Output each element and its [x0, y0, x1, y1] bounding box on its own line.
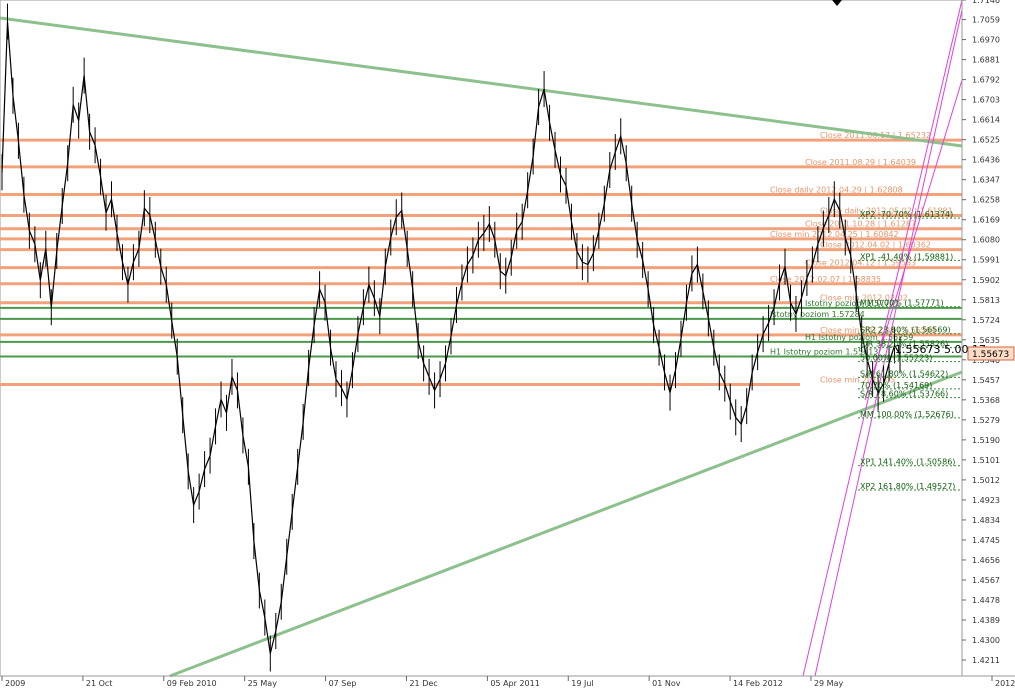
fib-label: MM 100.00% (1.52676)	[860, 410, 954, 419]
y-tick-label: 1.5190	[972, 436, 1000, 445]
scroll-marker-icon[interactable]	[832, 0, 842, 6]
y-tick-label: 1.4478	[972, 596, 1000, 605]
y-axis: 1.7146 1.7059 1.6970 1.6881 1.6792 1.6703 1.66…	[961, 0, 1000, 676]
level-label: Close 2011.10.28 | 1.61287	[805, 220, 916, 229]
fib-label: 70.70% (1.54169)	[860, 381, 932, 390]
fib-label: S/R 61.80% (1.54622)	[860, 369, 948, 378]
y-tick-label: 1.6436	[972, 156, 1000, 165]
channel-line-1[interactable]	[802, 0, 963, 677]
y-tick-label: 1.4300	[972, 636, 1000, 645]
level-label: Close 2011.08.29 | 1.64039	[805, 158, 916, 167]
fib-label: MM 0.00% (1.57771)	[860, 299, 944, 308]
y-tick-label: 1.4834	[972, 516, 1000, 525]
level-label: Close min 2012.05 | 1.56569	[820, 326, 936, 335]
y-tick-label: 1.5012	[972, 476, 1000, 485]
level-label: Close 2012.04.12 | 1.59563	[805, 259, 916, 268]
lower-trendline[interactable]	[169, 370, 963, 678]
trendlines	[0, 0, 963, 678]
fib-label: S/R 38.20% (1.55826)	[860, 340, 948, 349]
y-tick-label: 1.6614	[972, 116, 1000, 125]
y-tick-label: 1.5279	[972, 416, 1000, 425]
y-tick-label: 1.5457	[972, 376, 1000, 385]
x-tick-label: 14 Feb 2012	[733, 679, 783, 688]
y-tick-label: 1.6525	[972, 136, 1000, 145]
x-axis: 2009 21 Oct 09 Feb 2010 25 May 07 Sep 21 Dec 0…	[0, 675, 1015, 688]
y-tick-label: 1.4745	[972, 536, 1000, 545]
y-tick-label: 1.6970	[972, 36, 1000, 45]
level-label: Close 2012.02.07 | 1.58835	[770, 275, 881, 284]
x-tick-label: 07 Sep	[329, 679, 357, 688]
x-tick-label: 19 Jul	[571, 679, 593, 688]
y-tick-label: 1.7059	[972, 16, 1000, 25]
fib-label: 50.00% (1.55223)	[860, 354, 932, 363]
level-label: Close min 2012.02.02	[820, 294, 908, 303]
fib-label: SR2 23.60% (1.56569)	[860, 326, 951, 335]
channel-line-3[interactable]	[864, 79, 963, 401]
x-tick-label: 01 Nov	[652, 679, 681, 688]
level-label: H1 Istotny poziom 1.56259	[805, 333, 913, 342]
y-tick-label: 1.5368	[972, 396, 1000, 405]
y-tick-label: 1.4923	[972, 496, 1000, 505]
x-tick-label: 09 Feb 2010	[167, 679, 217, 688]
annotation-text: 1.55673 5.00 17	[895, 343, 986, 356]
last-price-box	[967, 346, 1015, 361]
fib-label: XP1 141.40% (1.50586)	[860, 458, 955, 467]
y-tick-label: 1.6703	[972, 96, 1000, 105]
y-tick-label: 1.4656	[972, 556, 1000, 565]
upper-trendline[interactable]	[0, 16, 963, 148]
level-label: Close min 2012.04.25 | 1.60842	[770, 230, 899, 239]
y-tick-label: 1.4389	[972, 616, 1000, 625]
x-tick-label: 21 Oct	[86, 679, 113, 688]
level-label: Istotny poziom 1.57284	[770, 310, 865, 319]
y-tick-label: 1.6881	[972, 56, 1000, 65]
y-tick-label: 1.5635	[972, 336, 1000, 345]
fib-label: XP1 -41.40% (1.59881)	[860, 252, 953, 261]
x-tick-label: 2009	[5, 679, 25, 688]
level-label: Close daily 2012.04.29 | 1.62808	[770, 186, 903, 195]
x-tick-label: 25 May	[248, 679, 278, 688]
y-tick-label: 1.5813	[972, 296, 1000, 305]
y-tick-label: 1.6258	[972, 196, 1000, 205]
y-tick-label: 1.6080	[972, 236, 1000, 245]
y-tick-label: 1.5101	[972, 456, 1000, 465]
price-line	[1, 21, 901, 654]
x-tick-label: 2012	[995, 679, 1015, 688]
y-tick-label: 1.5991	[972, 256, 1000, 265]
y-tick-label: 1.7146	[972, 0, 1000, 5]
last-price-label: 1.55673	[972, 350, 1009, 360]
plot-background	[0, 0, 963, 677]
horizontal-levels: Close 2011.06.17 | 1.65232Close 2011.08.…	[0, 131, 962, 387]
x-tick-label: 29 May	[814, 679, 844, 688]
last-price-marker: 1.55673	[967, 346, 1015, 361]
level-label: Istotny poziom 1.57771	[805, 299, 900, 308]
price-series	[1, 3, 901, 672]
level-label: Close 2012.04.02 | 1.60362	[820, 241, 931, 250]
fib-label: S/R 78.60% (1.53766)	[860, 390, 948, 399]
y-tick-label: 1.4211	[972, 656, 1000, 665]
fib-label: XP2 161.80% (1.49527)	[860, 482, 955, 491]
y-tick-label: 1.5724	[972, 316, 1000, 325]
level-label: Close daily 2012.05.02 | 1.61881	[820, 206, 953, 215]
fibonacci-labels: XP2 -70.70% (1.61374) XP1 -41.40% (1.5988…	[858, 210, 962, 491]
level-label: H1 Istotny poziom 1.55613	[770, 347, 878, 356]
x-tick-label: 05 Apr 2011	[490, 679, 539, 688]
channel-line-2[interactable]	[814, 9, 963, 677]
y-tick-label: 1.6169	[972, 216, 1000, 225]
y-tick-label: 1.5902	[972, 276, 1000, 285]
y-tick-label: 1.6792	[972, 76, 1000, 85]
y-tick-label: 1.4567	[972, 576, 1000, 585]
level-label: Close min 2012.05	[820, 376, 895, 385]
x-tick-label: 21 Dec	[409, 679, 437, 688]
y-tick-label: 1.6347	[972, 176, 1000, 185]
fib-label: XP2 -70.70% (1.61374)	[860, 210, 953, 219]
